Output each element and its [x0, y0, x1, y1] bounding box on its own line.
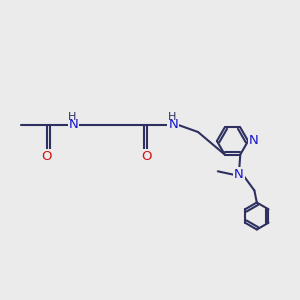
Text: H: H	[168, 112, 176, 122]
Text: N: N	[234, 168, 244, 182]
Text: N: N	[249, 134, 258, 148]
Text: N: N	[69, 118, 78, 131]
Text: N: N	[169, 118, 178, 131]
Text: O: O	[41, 150, 52, 164]
Text: O: O	[142, 150, 152, 164]
Text: H: H	[68, 112, 76, 122]
